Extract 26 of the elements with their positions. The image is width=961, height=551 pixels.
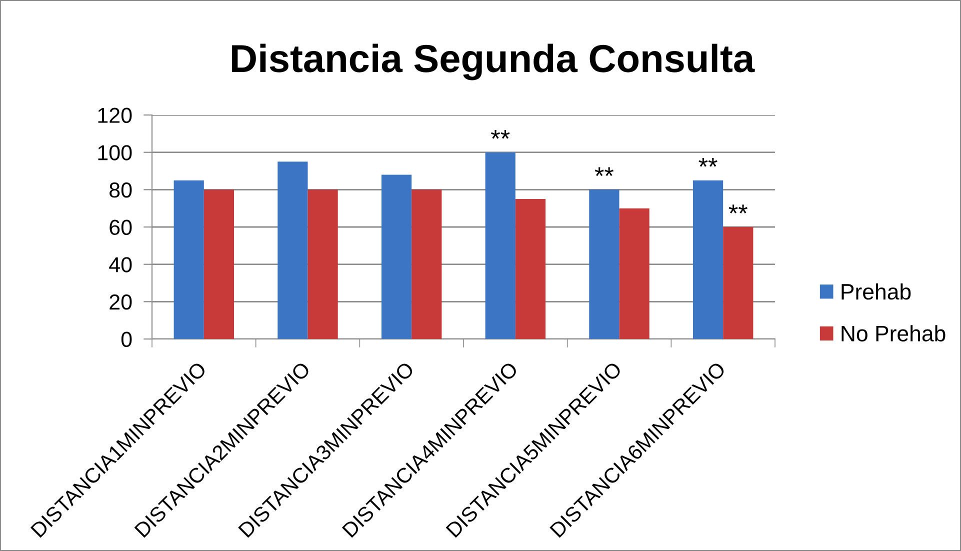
y-tick-label: 120: [98, 108, 132, 124]
bar: [204, 190, 234, 339]
annotation: **: [698, 158, 718, 167]
y-tick-label: 60: [110, 220, 132, 236]
y-tick-label: 100: [98, 145, 132, 160]
chart-title: Distancia Segunda Consulta: [232, 44, 755, 80]
bar: [278, 162, 308, 339]
legend-label: Prehab: [842, 283, 911, 300]
annotation: **: [594, 167, 614, 176]
annotation: **: [728, 204, 748, 214]
bar: [723, 227, 754, 339]
bar: [174, 180, 204, 339]
y-tick-label: 0: [121, 332, 132, 348]
bar: [619, 208, 650, 339]
bar: [692, 180, 724, 339]
bar: [381, 174, 412, 339]
bar: [308, 190, 338, 339]
bar: [589, 190, 620, 339]
y-tick-label: 40: [109, 257, 132, 272]
bar: [515, 199, 546, 339]
legend-label: No Prehab: [842, 325, 946, 342]
y-tick-label: 80: [110, 182, 132, 198]
bar: [485, 152, 516, 339]
bar: [412, 190, 442, 339]
annotation: **: [491, 130, 510, 139]
y-tick-label: 20: [110, 294, 132, 310]
